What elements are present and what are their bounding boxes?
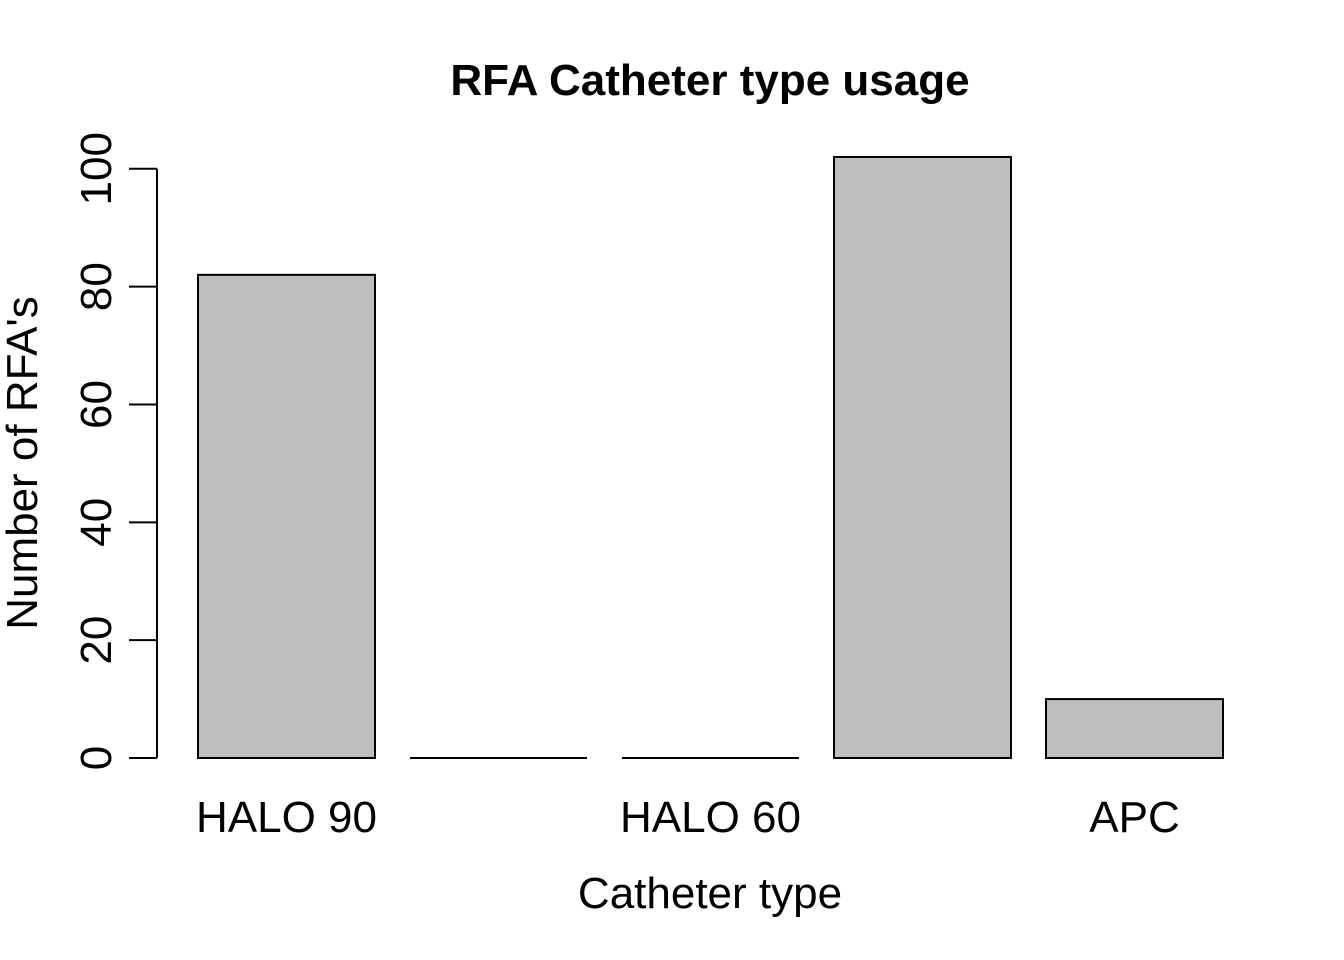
bars	[197, 156, 1224, 759]
y-axis: 0 20 40 60 80 100	[72, 132, 158, 770]
x-tick-label: APC	[1089, 793, 1179, 842]
chart-title: RFA Catheter type usage	[450, 56, 969, 105]
x-tick-label: HALO 60	[620, 793, 801, 842]
y-tick-label: 40	[72, 498, 121, 547]
y-tick-label: 0	[72, 746, 121, 770]
y-axis-label: Number of RFA's	[0, 296, 47, 630]
x-axis-label: Catheter type	[578, 869, 842, 918]
y-tick-label: 80	[72, 262, 121, 311]
y-tick-label: 20	[72, 616, 121, 665]
y-tick-label: 60	[72, 380, 121, 429]
x-tick-labels: HALO 90 HALO 60 APC	[196, 793, 1180, 842]
bar	[197, 273, 376, 759]
y-tick-label: 100	[72, 132, 121, 205]
x-tick-label: HALO 90	[196, 793, 377, 842]
bar	[833, 156, 1012, 759]
bar	[1045, 698, 1224, 759]
